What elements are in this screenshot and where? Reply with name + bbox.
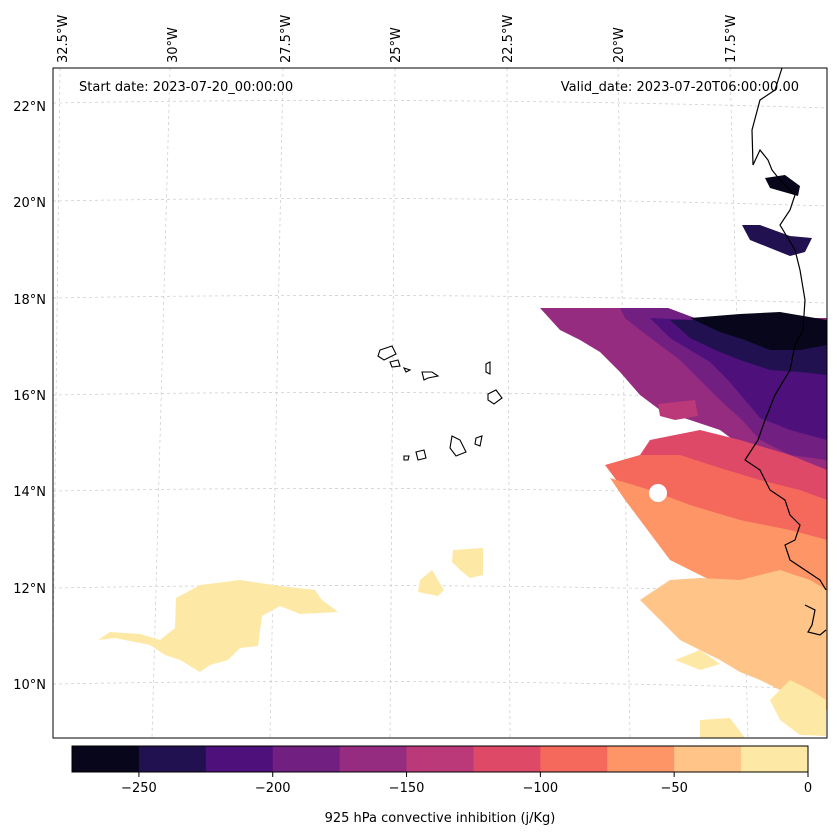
map-frame [52,67,828,739]
colorbar-tick-label: −50 [660,781,687,796]
colorbar-tick-label: −100 [523,781,559,796]
lat-label: 14°N [13,485,46,500]
coastline [744,68,827,636]
lat-label: 10°N [13,678,46,693]
colorbar-swatch [205,746,274,772]
lon-label: 20°W [612,27,627,63]
islands [377,345,503,461]
lon-labels: 32.5°W 30°W 27.5°W 25°W 22.5°W 20°W 17.5… [56,15,739,63]
contour-band [700,718,745,738]
lat-label: 16°N [13,389,46,404]
colorbar-frame [71,745,809,773]
lat-labels: 22°N 20°N 18°N 16°N 14°N 12°N 10°N [13,100,46,693]
contour-band [690,312,827,350]
colorbar-swatch [473,746,541,772]
colorbar-ticks: −250 −200 −150 −100 −50 0 [121,772,812,796]
colorbar-swatch [72,746,140,772]
lat-label: 18°N [13,293,46,308]
colorbar-swatch [607,746,675,772]
colorbar-tick-label: 0 [804,781,812,796]
lon-label: 32.5°W [56,15,71,63]
colorbar-swatch [741,746,809,772]
contour-band [658,400,698,420]
colorbar-swatch [406,746,474,772]
contour-band [770,680,826,736]
contour-band [765,175,800,196]
valid-date-label: Valid_date: 2023-07-20T06:00:00.00 [561,80,799,95]
lon-label: 25°W [389,27,404,63]
colorbar-swatch [540,746,608,772]
lon-label: 22.5°W [501,15,516,63]
lon-label: 27.5°W [279,15,294,63]
colorbar-swatch [138,746,207,772]
contour-band [418,570,444,596]
colorbar-tick-label: −250 [121,781,157,796]
contour-band [675,650,720,670]
start-date-label: Start date: 2023-07-20_00:00:00 [79,80,293,95]
colorbar-tick-label: −200 [255,781,291,796]
contour-band [98,580,338,672]
contour-band [640,570,827,710]
colorbar [72,746,809,772]
colorbar-title: 925 hPa convective inhibition (j/Kg) [325,811,556,826]
lat-label: 22°N [13,100,46,115]
colorbar-swatch [339,746,408,772]
colorbar-tick-label: −150 [389,781,425,796]
lon-label: 17.5°W [724,15,739,63]
contour-gap [649,484,667,502]
lat-label: 20°N [13,196,46,211]
lat-label: 12°N [13,582,46,597]
cin-contours [98,175,827,738]
colorbar-swatch [674,746,742,772]
lon-label: 30°W [166,27,181,63]
contour-band [742,225,812,256]
contour-band [452,548,483,578]
colorbar-swatch [272,746,341,772]
